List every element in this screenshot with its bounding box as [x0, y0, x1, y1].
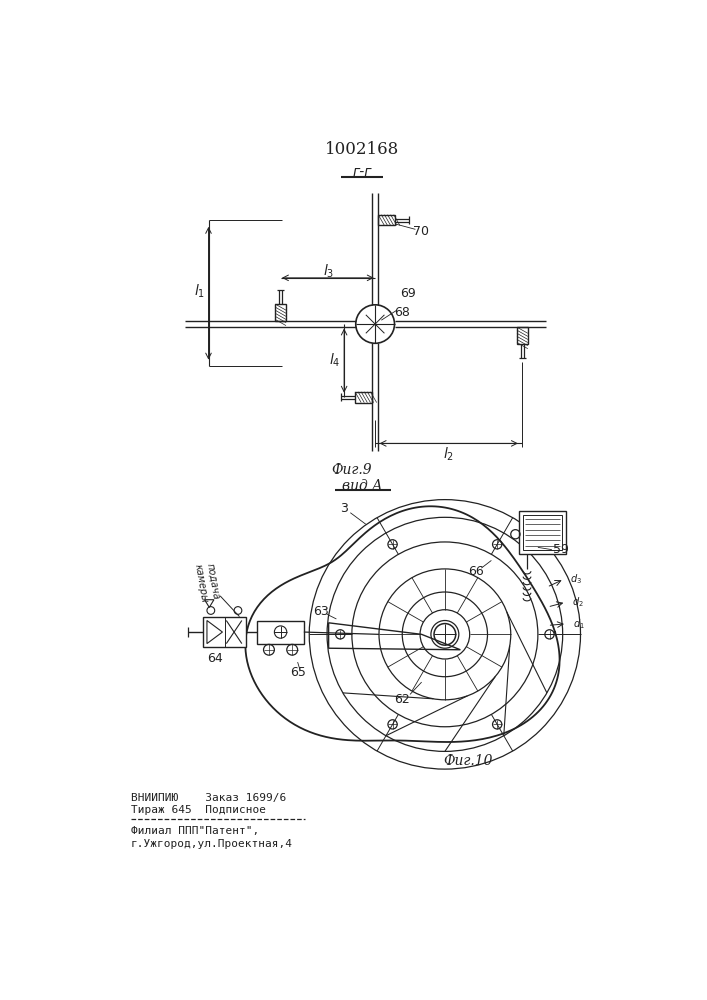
- Text: 63: 63: [313, 605, 329, 618]
- Text: 3: 3: [340, 502, 348, 515]
- Bar: [517, 327, 528, 344]
- Bar: [355, 392, 372, 403]
- Text: 62: 62: [395, 693, 410, 706]
- Text: 69: 69: [399, 287, 416, 300]
- Text: 68: 68: [395, 306, 410, 319]
- Text: Тираж 645  Подписное: Тираж 645 Подписное: [131, 805, 266, 815]
- Bar: [519, 511, 566, 554]
- Text: Фиг.9: Фиг.9: [332, 463, 372, 477]
- Text: 59: 59: [554, 543, 569, 556]
- Bar: [203, 617, 246, 647]
- Text: $l_4$: $l_4$: [329, 352, 341, 369]
- Text: г-г: г-г: [352, 165, 372, 179]
- Text: $l_2$: $l_2$: [443, 445, 455, 463]
- Text: 70: 70: [413, 225, 429, 238]
- Text: Фиг.10: Фиг.10: [443, 754, 493, 768]
- Text: г.Ужгород,ул.Проектная,4: г.Ужгород,ул.Проектная,4: [131, 839, 293, 849]
- Text: 65: 65: [290, 666, 305, 679]
- Polygon shape: [329, 623, 460, 650]
- Text: 1002168: 1002168: [325, 141, 399, 158]
- Text: $d_3$: $d_3$: [571, 572, 583, 586]
- Text: $l_3$: $l_3$: [323, 263, 334, 280]
- Text: 66: 66: [468, 565, 484, 578]
- Bar: [257, 620, 304, 644]
- Text: $l_1$: $l_1$: [194, 282, 205, 300]
- Text: 64: 64: [207, 652, 223, 666]
- Text: Филиал ППП"Патент",: Филиал ППП"Патент",: [131, 826, 259, 836]
- Text: $d_2$: $d_2$: [573, 595, 584, 609]
- Text: ВНИИПИЮ    Заказ 1699/6: ВНИИПИЮ Заказ 1699/6: [131, 793, 286, 803]
- Bar: [523, 515, 562, 550]
- Text: вид А: вид А: [341, 479, 382, 493]
- Text: подача
камеры: подача камеры: [193, 561, 221, 603]
- Bar: [378, 215, 395, 225]
- Bar: [275, 304, 286, 321]
- Text: $d_1$: $d_1$: [573, 617, 585, 631]
